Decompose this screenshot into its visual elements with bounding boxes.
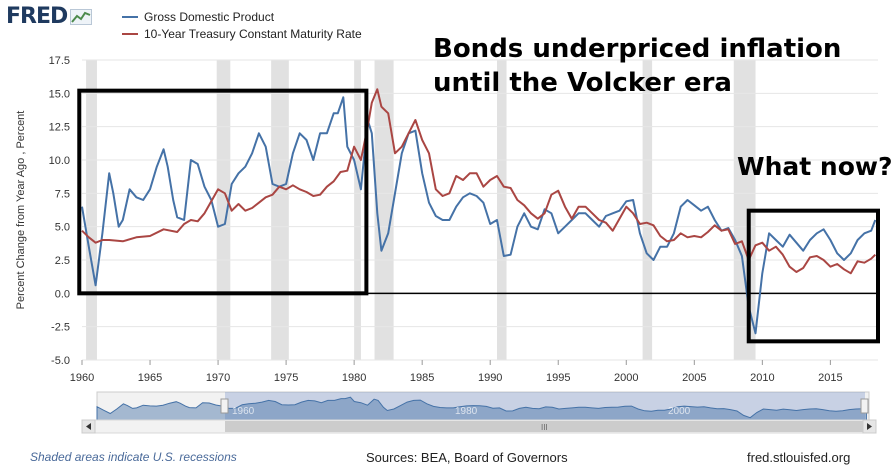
y-tick-labels: -5.0 -2.5 0.0 2.5 5.0 7.5 10.0 12.5 15.0 17.5 — [49, 55, 70, 367]
y-tick-label: 17.5 — [49, 55, 70, 67]
y-tick-label: 7.5 — [55, 188, 70, 200]
x-tick-label: 2015 — [818, 372, 842, 384]
annotation-box-0 — [77, 88, 369, 296]
recession-band-1 — [216, 60, 231, 360]
annotation-boxes — [77, 88, 880, 344]
scroll-left-arrow-icon — [86, 423, 91, 430]
x-tick-label: 1960 — [70, 372, 94, 384]
legend-swatch-treasury — [122, 32, 138, 35]
scrollbar-grip: III — [541, 423, 548, 432]
y-tick-label: -5.0 — [51, 355, 70, 367]
navigator-label-right: 2000 — [668, 406, 691, 417]
y-tick-label: -2.5 — [51, 322, 70, 334]
y-tick-label: 10.0 — [49, 155, 70, 167]
x-tick-label: 1970 — [206, 372, 230, 384]
recession-shading — [86, 60, 756, 360]
recession-note: Shaded areas indicate U.S. recessions — [30, 450, 237, 464]
recession-band-2 — [271, 60, 289, 360]
annotation-what-now: What now? — [737, 150, 892, 184]
x-tick-label: 1965 — [138, 372, 162, 384]
annotation-bonds-line2: until the Volcker era — [433, 68, 732, 98]
x-tick-label: 1990 — [478, 372, 502, 384]
fred-logo[interactable]: FRED — [6, 4, 93, 29]
navigator-handle-left[interactable] — [220, 398, 229, 414]
navigator-label-mid: 1980 — [455, 406, 478, 417]
recession-band-3 — [354, 60, 361, 360]
x-tick-labels: 1960 1965 1970 1975 1980 1985 1990 1995 2000 2005… — [70, 360, 843, 384]
navigator-mini-series — [96, 396, 867, 421]
y-tick-label: 12.5 — [49, 122, 70, 134]
recession-band-6 — [642, 60, 653, 360]
legend-item-treasury[interactable]: 10-Year Treasury Constant Maturity Rate — [122, 25, 362, 42]
annotation-bonds: Bonds underpriced inflation until the Vo… — [433, 32, 841, 100]
y-tick-label: 15.0 — [49, 88, 70, 100]
scrollbar-thumb[interactable] — [225, 421, 865, 432]
legend-label-treasury: 10-Year Treasury Constant Maturity Rate — [144, 26, 362, 41]
recession-band-5 — [497, 60, 507, 360]
navigator-label-left: 1960 — [232, 406, 255, 417]
scroll-right-arrow-icon — [867, 423, 872, 430]
line-graph-icon — [70, 8, 93, 25]
annotation-box-1 — [746, 208, 880, 344]
x-tick-label: 1985 — [410, 372, 434, 384]
sources-text: Sources: BEA, Board of Governors — [366, 450, 568, 465]
annotation-what-now-text: What now? — [737, 152, 893, 181]
x-tick-label: 2005 — [682, 372, 706, 384]
x-tick-label: 1980 — [342, 372, 366, 384]
recession-band-0 — [86, 60, 97, 360]
chart-legend: Gross Domestic Product 10-Year Treasury … — [122, 8, 362, 42]
x-tick-label: 2000 — [614, 372, 638, 384]
annotation-bonds-line1: Bonds underpriced inflation — [433, 34, 842, 64]
x-tick-label: 2010 — [750, 372, 774, 384]
y-tick-label: 0.0 — [55, 288, 70, 300]
series-line-gdp — [81, 96, 877, 335]
legend-swatch-gdp — [122, 15, 138, 18]
navigator-handle-right[interactable] — [860, 398, 869, 414]
navigator-selection[interactable] — [225, 392, 865, 420]
x-tick-label: 1975 — [274, 372, 298, 384]
y-tick-label: 2.5 — [55, 255, 70, 267]
y-tick-label: 5.0 — [55, 222, 70, 234]
x-tick-label: 1995 — [546, 372, 570, 384]
site-link[interactable]: fred.stlouisfed.org — [747, 450, 851, 465]
y-axis-label: Percent Change from Year Ago , Percent — [15, 111, 27, 310]
legend-label-gdp: Gross Domestic Product — [144, 9, 275, 24]
fred-logo-text: FRED — [6, 4, 68, 29]
legend-item-gdp[interactable]: Gross Domestic Product — [122, 8, 362, 25]
recession-band-4 — [374, 60, 394, 360]
